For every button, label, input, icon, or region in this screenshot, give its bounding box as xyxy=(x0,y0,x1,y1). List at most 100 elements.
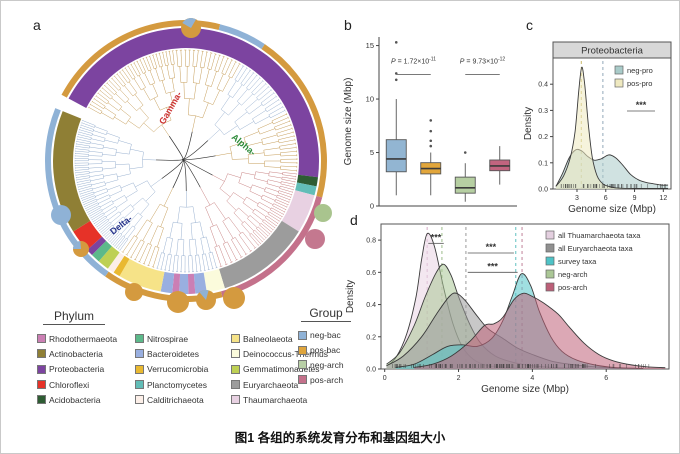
phylum-ring-segment xyxy=(203,269,225,293)
phylum-label: Nitrospirae xyxy=(147,333,189,344)
pvalue-label: P = 9.73×10-12 xyxy=(460,57,506,66)
phylum-legend-item: Thaumarchaeota xyxy=(231,392,349,407)
x-tick-label: 4 xyxy=(530,375,534,382)
panel-d-letter: d xyxy=(350,212,358,228)
group-legend-item: pos-arch xyxy=(298,372,344,387)
legend-label: neg-pro xyxy=(627,66,653,75)
tree-backbone xyxy=(182,158,213,176)
density-curve-pos-pro xyxy=(555,66,669,189)
phylum-label: Calditrichaeota xyxy=(147,394,204,405)
phylum-label: Proteobacteria xyxy=(49,364,105,375)
phylum-label: Planctomycetes xyxy=(147,379,207,390)
outlier-dot xyxy=(394,78,398,82)
phylum-label: Actinobacteria xyxy=(49,348,103,359)
box-neg-arch xyxy=(454,176,476,194)
y-tick-label: 0.2 xyxy=(538,134,548,141)
legend-label: pos-pro xyxy=(627,79,652,88)
clade-branches xyxy=(80,178,162,251)
phylum-ring-segment xyxy=(91,240,112,262)
phylum-ring-segment xyxy=(281,190,315,232)
significance-stars: *** xyxy=(431,232,442,242)
phylum-swatch xyxy=(231,364,240,374)
phylum-ring-segment xyxy=(193,272,207,294)
phylum-label: Euryarchaeota xyxy=(243,379,299,390)
phylum-swatch xyxy=(135,334,144,344)
group-legend-item: neg-arch xyxy=(298,358,344,373)
phylum-legend-item: Proteobacteria xyxy=(37,362,135,377)
outlier-dot xyxy=(394,72,398,75)
legend-swatch xyxy=(614,65,624,75)
phylum-swatch xyxy=(37,349,46,359)
y-tick-label: 0.4 xyxy=(538,82,548,89)
phylum-ring-segment xyxy=(296,174,319,187)
y-tick-label: 10 xyxy=(366,95,374,104)
y-axis-title: Genome size (Mbp) xyxy=(343,78,354,166)
y-axis-title: Density xyxy=(345,280,356,313)
phylum-ring-segment xyxy=(160,271,175,294)
phylum-ring-segment xyxy=(87,236,107,256)
taxon-dot xyxy=(305,229,325,249)
legend-label: pos-arch xyxy=(558,283,587,292)
pvalue-label: P = 1.72×10-11 xyxy=(391,57,436,66)
phylum-swatch xyxy=(135,380,144,390)
group-legend-item: neg-bac xyxy=(298,328,344,343)
phylum-ring-segment xyxy=(219,220,299,289)
taxon-dot-wedge xyxy=(73,241,81,249)
phylum-label: Verrucomicrobia xyxy=(147,364,209,375)
phylum-swatch xyxy=(37,364,46,374)
taxon-dot xyxy=(314,204,332,222)
phylum-legend: Rhodothermaeota Actinobacteria Proteobacte… xyxy=(37,331,349,407)
group-legend: neg-bac pos-bac neg-arch pos-arch xyxy=(298,328,344,387)
phylum-legend-item: Bacteroidetes xyxy=(135,346,231,361)
phylum-swatch xyxy=(231,395,240,405)
phylum-legend-item: Chloroflexi xyxy=(37,377,135,392)
phylum-legend-item: Balneolaeota xyxy=(231,331,349,346)
y-tick-label: 0.3 xyxy=(538,108,548,115)
phylum-legend-item: Euryarchaeota xyxy=(231,377,349,392)
legend-label: neg-arch xyxy=(558,270,588,279)
phylum-label: Bacteroidetes xyxy=(147,348,199,359)
significance-stars: *** xyxy=(487,261,498,271)
taxon-dot xyxy=(167,291,189,313)
x-axis-title: Genome size (Mbp) xyxy=(568,204,656,215)
y-tick-label: 0.2 xyxy=(366,334,376,341)
panel-b-letter: b xyxy=(344,17,352,33)
phylum-legend-item: Actinobacteria xyxy=(37,346,135,361)
panel-b-boxplot: 0 5 10 15 Genome size (Mbp) P = 1.72×10-11 P =… xyxy=(343,37,517,211)
panel-d-density-plot: 0 2 4 6 0.0 0.2 0.4 0.6 0.8 Genome size (Mbp) Dens… xyxy=(345,223,670,395)
phylum-ring-segment xyxy=(52,111,91,232)
phylum-swatch xyxy=(37,334,46,344)
density-fill-pos-arch xyxy=(414,293,666,369)
significance-stars: *** xyxy=(636,100,647,110)
taxon-dot xyxy=(51,205,71,225)
y-tick-label: 0.1 xyxy=(538,160,548,167)
y-axis-title: Density xyxy=(523,107,534,140)
phylum-swatch xyxy=(231,380,240,390)
density-curve-pos-arch xyxy=(414,292,666,369)
panel-strip xyxy=(552,41,672,59)
clade-branches xyxy=(156,190,218,273)
phylum-swatch xyxy=(231,349,240,359)
phylum-ring-segment xyxy=(98,246,120,269)
group-label: pos-bac xyxy=(310,345,341,356)
box-neg-bac xyxy=(385,139,407,173)
panel-c-density-plot: Proteobacteria 3 6 9 12 0.0 0.1 0.2 0.3 0.4 Genome… xyxy=(523,41,672,215)
phylum-ring-segment xyxy=(187,273,196,294)
y-tick-label: 0.8 xyxy=(366,238,376,245)
tree-backbone xyxy=(182,140,209,160)
tree-backbone xyxy=(156,158,184,161)
x-tick-label: 6 xyxy=(604,375,608,382)
phylum-label: Balneolaeota xyxy=(243,333,293,344)
panel-a-letter: a xyxy=(33,17,41,33)
clade-label-alpha: Alpha- xyxy=(230,132,258,158)
y-tick-label: 15 xyxy=(366,41,374,50)
outlier-dot xyxy=(394,41,398,44)
phylum-label: Chloroflexi xyxy=(49,379,90,390)
x-axis-title: Genome size (Mbp) xyxy=(481,384,569,395)
clade-branches xyxy=(74,119,157,195)
legend-swatch xyxy=(545,230,555,240)
panel-strip-title: Proteobacteria xyxy=(581,46,644,57)
phylum-legend-title: Phylum xyxy=(43,309,105,325)
taxon-dot-wedge xyxy=(182,18,196,28)
group-ring-segment xyxy=(261,44,328,198)
